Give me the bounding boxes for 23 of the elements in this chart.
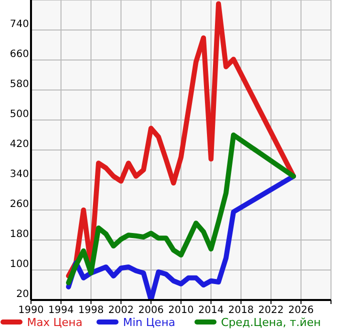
- y-tick-label: 260: [10, 199, 29, 210]
- y-tick-label: 100: [10, 259, 29, 270]
- legend-label: Min Цена: [123, 316, 176, 329]
- x-tick-label: 2006: [138, 305, 164, 316]
- x-tick-label: 1994: [48, 305, 74, 316]
- x-tick-label: 1990: [18, 305, 44, 316]
- x-tick-label: 2002: [108, 305, 134, 316]
- x-tick-label: 2014: [198, 305, 224, 316]
- y-tick-label: 180: [10, 229, 29, 240]
- x-tick-label: 1998: [78, 305, 104, 316]
- y-tick-label: 500: [10, 109, 29, 120]
- x-tick-label: 2010: [168, 305, 194, 316]
- y-tick-label: 580: [10, 79, 29, 90]
- x-tick-label: 2026: [288, 305, 314, 316]
- y-tick-label: 20: [16, 289, 29, 300]
- legend-label: Сред.Цена, т.йен: [221, 316, 321, 329]
- legend-label: Max Цена: [27, 316, 82, 329]
- y-tick-label: 420: [10, 139, 29, 150]
- x-tick-label: 2018: [228, 305, 254, 316]
- y-tick-label: 340: [10, 169, 29, 180]
- y-tick-label: 740: [10, 19, 29, 30]
- y-tick-label: 660: [10, 49, 29, 60]
- x-tick-label: 2022: [258, 305, 284, 316]
